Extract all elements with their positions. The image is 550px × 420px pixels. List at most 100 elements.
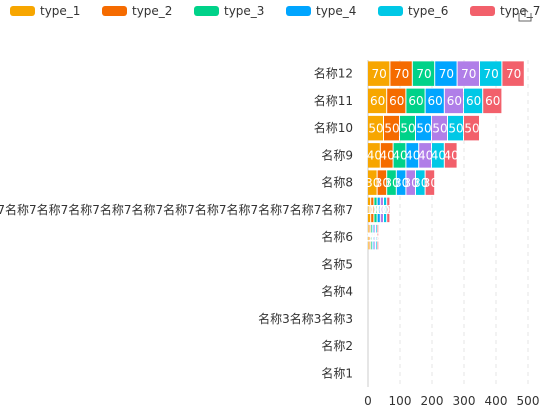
bar-type_5[interactable] — [432, 115, 447, 141]
bar-type_4[interactable] — [396, 170, 406, 195]
legend-item-type_3[interactable]: type_3 — [194, 4, 264, 18]
bar-value-label: 50 — [416, 121, 431, 135]
bar-value-label: 40 — [431, 149, 446, 163]
bar-type_1[interactable] — [368, 170, 377, 195]
bar-type_2[interactable] — [377, 170, 387, 195]
category-labels: 名称1 名称2 名称3名称3名称3 名称4 名称5 名称6 名称7名称7名称7名称7名称7名… — [0, 66, 353, 381]
legend-swatch — [286, 6, 311, 16]
bar-type_4[interactable] — [425, 88, 444, 114]
bar-value-label: 30 — [375, 176, 390, 190]
bar-type_2[interactable] — [371, 197, 374, 223]
x-axis-tick-labels: 0 100 200 300 400 500 — [364, 394, 539, 408]
category-label: 名称8 — [321, 175, 353, 190]
bar-value-label: 10 — [381, 203, 396, 217]
bar-value-label: 30 — [365, 176, 380, 190]
bar-value-label: 50 — [464, 121, 479, 135]
bar-value-label: 5 — [365, 230, 373, 244]
legend-item-type_6[interactable]: type_6 — [378, 4, 448, 18]
bar-type_1[interactable] — [368, 224, 369, 250]
bar-value-label: 40 — [392, 149, 407, 163]
bar-type_5[interactable] — [374, 224, 375, 250]
bar-type_7[interactable] — [444, 143, 457, 168]
bar-type_6[interactable] — [448, 115, 463, 141]
bar-value-label: 70 — [394, 67, 409, 81]
bar-value-label: 60 — [466, 94, 481, 108]
legend-label: type_1 — [40, 4, 80, 18]
category-label: 名称3名称3名称3 — [258, 311, 353, 326]
bar-type_5[interactable] — [457, 61, 479, 86]
legend-swatch — [102, 6, 127, 16]
bar-type_2[interactable] — [384, 115, 399, 141]
legend-item-type_2[interactable]: type_2 — [102, 4, 172, 18]
bar-type_1[interactable] — [368, 61, 390, 86]
bar-type_4[interactable] — [435, 61, 457, 86]
bar-type_2[interactable] — [369, 224, 371, 250]
category-label: 名称2 — [321, 338, 353, 353]
bar-type_3[interactable] — [374, 197, 377, 223]
legend-label: type_2 — [132, 4, 172, 18]
legend-item-type_4[interactable]: type_4 — [286, 4, 356, 18]
bar-type_6[interactable] — [464, 88, 483, 114]
bar-value-label: 5 — [367, 230, 375, 244]
bar-type_5[interactable] — [380, 197, 383, 223]
bar-type_7[interactable] — [483, 88, 502, 114]
bar-value-label: 70 — [461, 67, 476, 81]
bar-type_7[interactable] — [387, 197, 390, 223]
bar-type_2[interactable] — [380, 143, 393, 168]
bar-type_2[interactable] — [387, 88, 406, 114]
bar-labels: 5555555101010101010103030303030303040404… — [362, 67, 521, 245]
bar-type_4[interactable] — [372, 224, 374, 250]
bar-type_1[interactable] — [368, 115, 383, 141]
category-label: 名称12 — [314, 66, 353, 81]
bar-type_1[interactable] — [368, 88, 387, 114]
bar-value-label: 5 — [371, 230, 379, 244]
bar-type_3[interactable] — [387, 170, 396, 195]
bar-type_4[interactable] — [416, 115, 431, 141]
bar-type_2[interactable] — [390, 61, 412, 86]
bar-type_3[interactable] — [371, 224, 372, 250]
bar-type_3[interactable] — [406, 88, 425, 114]
bar-value-label: 70 — [416, 67, 431, 81]
bar-type_7[interactable] — [502, 61, 524, 86]
legend-label: type_4 — [316, 4, 356, 18]
bar-type_7[interactable] — [377, 224, 379, 250]
bar-type_6[interactable] — [376, 224, 377, 250]
bar-value-label: 40 — [418, 149, 433, 163]
bar-value-label: 30 — [384, 176, 399, 190]
bar-value-label: 60 — [408, 94, 423, 108]
bar-value-label: 60 — [370, 94, 385, 108]
bar-value-label: 70 — [372, 67, 387, 81]
bar-value-label: 10 — [368, 203, 383, 217]
bar-type_4[interactable] — [377, 197, 380, 223]
bar-type_6[interactable] — [416, 170, 425, 195]
bar-value-label: 5 — [375, 230, 383, 244]
save-as-image-icon[interactable] — [518, 8, 532, 22]
bar-type_6[interactable] — [480, 61, 502, 86]
bar-type_5[interactable] — [419, 143, 431, 168]
legend-label: type_6 — [408, 4, 448, 18]
bar-value-label: 60 — [447, 94, 462, 108]
legend-swatch — [10, 6, 35, 16]
bar-value-label: 30 — [413, 176, 428, 190]
bar-type_1[interactable] — [368, 197, 371, 223]
bar-value-label: 70 — [439, 67, 454, 81]
grid-lines — [367, 60, 529, 387]
legend-label: type_3 — [224, 4, 264, 18]
bar-type_4[interactable] — [406, 143, 419, 168]
legend-item-type_7[interactable]: type_7 — [470, 4, 540, 18]
bar-type_3[interactable] — [412, 61, 435, 86]
bar-type_3[interactable] — [393, 143, 406, 168]
bar-type_3[interactable] — [400, 115, 415, 141]
legend-item-type_1[interactable]: type_1 — [10, 4, 80, 18]
bar-type_7[interactable] — [425, 170, 435, 195]
bar-value-label: 40 — [380, 149, 395, 163]
bar-type_7[interactable] — [464, 115, 479, 141]
legend[interactable]: type_1 type_2 type_3 type_4 type_6 type_7 — [10, 4, 540, 18]
bar-type_1[interactable] — [368, 143, 380, 168]
bar-value-label: 40 — [444, 149, 459, 163]
bar-type_5[interactable] — [444, 88, 463, 114]
bar-value-label: 50 — [400, 121, 415, 135]
bar-type_6[interactable] — [432, 143, 444, 168]
bar-type_6[interactable] — [384, 197, 387, 223]
bar-type_5[interactable] — [406, 170, 415, 195]
